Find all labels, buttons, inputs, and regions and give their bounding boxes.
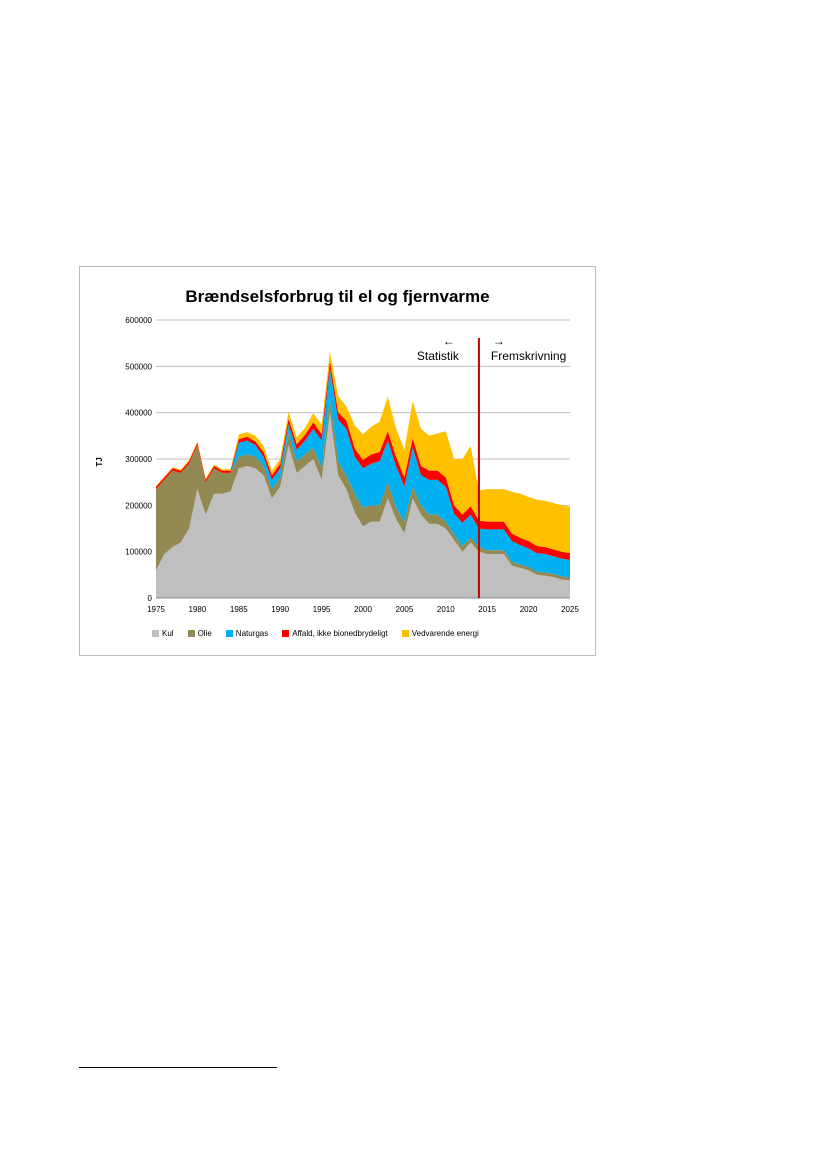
legend-item: Affald, ikke bionedbrydeligt xyxy=(282,629,388,638)
left-label: Statistik xyxy=(417,349,460,363)
legend-swatch xyxy=(282,630,290,637)
x-tick-label: 2020 xyxy=(520,605,538,614)
right-label: Fremskrivning xyxy=(491,349,566,363)
legend-item: Vedvarende energi xyxy=(401,629,479,638)
legend-label: Naturgas xyxy=(235,629,269,638)
legend-swatch xyxy=(152,630,159,637)
axes: 0 100000 200000 300000 400000 500000 600000 197… xyxy=(125,316,579,614)
annotations: ← Statistik → Fremskrivning xyxy=(417,334,566,598)
area-layer xyxy=(156,352,570,598)
y-tick-label: 0 xyxy=(148,594,153,603)
chart-title: Brændselsforbrug til el og fjernvarme xyxy=(185,287,490,306)
x-tick-label: 2025 xyxy=(561,605,579,614)
right-arrow: → xyxy=(493,334,505,348)
legend-item: Kul xyxy=(152,629,174,638)
legend-item: Naturgas xyxy=(225,629,269,638)
chart-frame: 0 100000 200000 300000 400000 500000 600000 197… xyxy=(79,266,596,656)
y-tick-label: 100000 xyxy=(125,548,152,557)
legend-label: Affald, ikke bionedbrydeligt xyxy=(292,629,388,638)
chart-svg: 0 100000 200000 300000 400000 500000 600000 197… xyxy=(95,316,579,614)
area-series xyxy=(156,368,570,578)
legend-swatch xyxy=(225,630,233,637)
y-tick-label: 600000 xyxy=(125,316,152,325)
x-tick-label: 1990 xyxy=(271,605,289,614)
y-tick-label: 500000 xyxy=(125,362,152,371)
left-arrow: ← xyxy=(443,334,455,348)
legend: Kul Olie Naturgas Affald, ikke bionedbrydel… xyxy=(152,629,479,638)
x-tick-label: 1980 xyxy=(189,605,207,614)
x-tick-label: 2015 xyxy=(478,605,496,614)
x-tick-label: 2005 xyxy=(396,605,414,614)
x-tick-label: 2010 xyxy=(437,605,455,614)
area-series xyxy=(156,412,570,598)
x-tick-label: 1975 xyxy=(147,605,165,614)
x-tick-label: 2000 xyxy=(354,605,372,614)
legend-swatch xyxy=(401,630,409,637)
y-axis-label: TJ xyxy=(95,457,104,466)
legend-swatch xyxy=(187,630,195,637)
legend-label: Kul xyxy=(162,629,174,638)
y-tick-label: 200000 xyxy=(125,501,152,510)
legend-label: Vedvarende energi xyxy=(411,629,479,638)
y-tick-label: 300000 xyxy=(125,455,152,464)
x-tick-label: 1995 xyxy=(313,605,331,614)
footnote-rule xyxy=(79,1067,277,1068)
y-tick-label: 400000 xyxy=(125,409,152,418)
x-tick-label: 1985 xyxy=(230,605,248,614)
legend-label: Olie xyxy=(197,629,212,638)
area-series xyxy=(156,361,570,560)
legend-item: Olie xyxy=(187,629,212,638)
area-series xyxy=(156,352,570,554)
